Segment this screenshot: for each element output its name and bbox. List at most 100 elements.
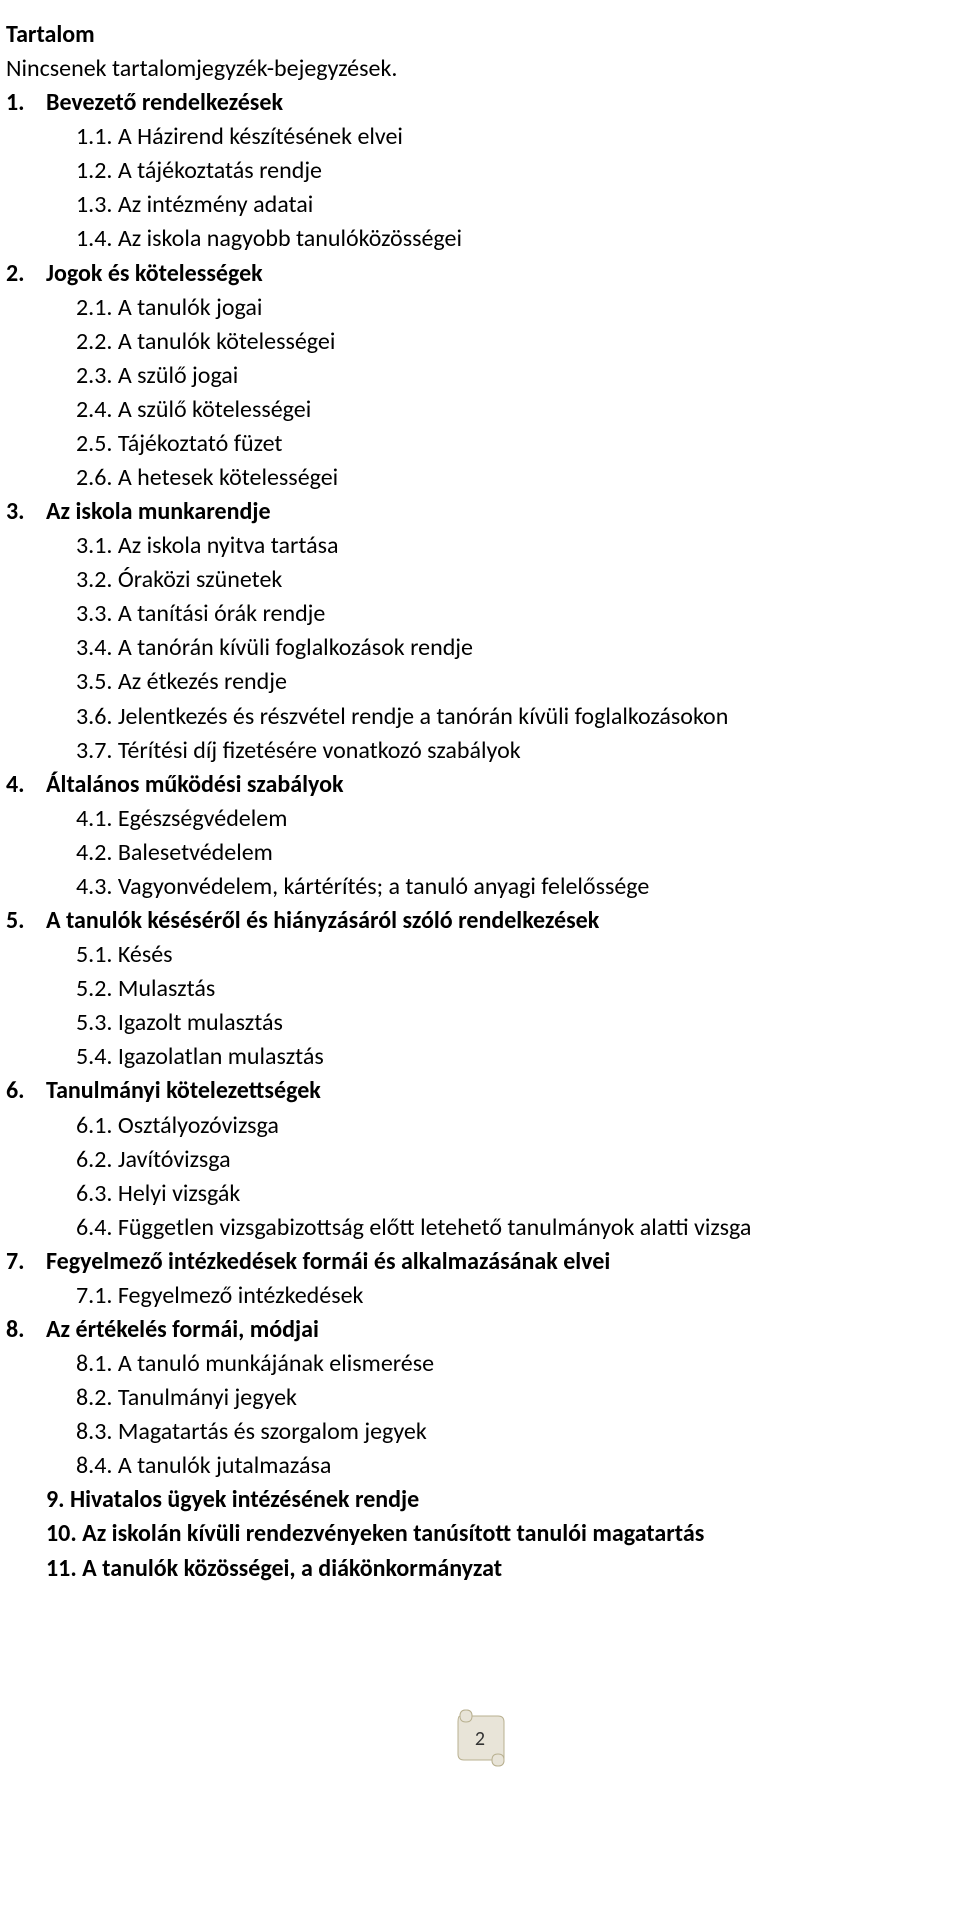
toc-level2: 3.5. Az étkezés rendje (6, 665, 954, 699)
toc-level2: 5.1. Késés (6, 938, 954, 972)
toc-level2: 2.3. A szülő jogai (6, 359, 954, 393)
toc-level2: 6.4. Független vizsgabizottság előtt let… (6, 1211, 954, 1245)
toc-level1: 3.Az iskola munkarendje (6, 495, 954, 529)
toc-subitem: 1.2. A tájékoztatás rendje (76, 156, 322, 185)
toc-item-number: 5. (6, 904, 46, 938)
toc-level2: 6.2. Javítóvizsga (6, 1143, 954, 1177)
toc-level2: 1.3. Az intézmény adatai (6, 188, 954, 222)
toc-item-number: 4. (6, 768, 46, 802)
toc-subitem: 1.4. Az iskola nagyobb tanulóközösségei (76, 224, 462, 253)
toc-level2: 8.4. A tanulók jutalmazása (6, 1449, 954, 1483)
toc-level2: 8.1. A tanuló munkájának elismerése (6, 1347, 954, 1381)
toc-subitem: 2.5. Tájékoztató füzet (76, 429, 282, 458)
toc-level2: 3.7. Térítési díj fizetésére vonatkozó s… (6, 734, 954, 768)
toc-item-title: Az iskola munkarendje (46, 497, 271, 526)
toc-subitem: 6.4. Független vizsgabizottság előtt let… (76, 1213, 751, 1242)
toc-subitem: 3.2. Óraközi szünetek (76, 565, 282, 594)
page-number: 2 (475, 1721, 485, 1753)
toc-level1: 7.Fegyelmező intézkedések formái és alka… (6, 1245, 954, 1279)
toc-subitem: 5.2. Mulasztás (76, 974, 215, 1003)
document-page: Tartalom Nincsenek tartalomjegyzék-bejeg… (0, 0, 960, 1790)
toc-subitem: 1.3. Az intézmény adatai (76, 190, 313, 219)
toc-level2: 5.2. Mulasztás (6, 972, 954, 1006)
toc-subitem: 3.3. A tanítási órák rendje (76, 599, 325, 628)
toc-subitem: 8.2. Tanulmányi jegyek (76, 1383, 297, 1412)
toc-subitem: 4.3. Vagyonvédelem, kártérítés; a tanuló… (76, 872, 649, 901)
toc-subitem: 8.1. A tanuló munkájának elismerése (76, 1349, 434, 1378)
toc-item-title: Bevezető rendelkezések (46, 88, 283, 117)
toc-item-title: Fegyelmező intézkedések formái és alkalm… (46, 1247, 610, 1276)
doc-notice: Nincsenek tartalomjegyzék-bejegyzések. (6, 52, 954, 86)
toc-level2: 6.1. Osztályozóvizsga (6, 1109, 954, 1143)
toc-item-number: 6. (6, 1074, 46, 1108)
toc-level2: 1.1. A Házirend készítésének elvei (6, 120, 954, 154)
toc-level2: 3.1. Az iskola nyitva tartása (6, 529, 954, 563)
toc-subitem: 8.3. Magatartás és szorgalom jegyek (76, 1417, 427, 1446)
toc-item-title: Az értékelés formái, módjai (46, 1315, 319, 1344)
toc-level1: 6.Tanulmányi kötelezettségek (6, 1074, 954, 1108)
toc-item-number: 2. (6, 257, 46, 291)
toc-level2: 5.3. Igazolt mulasztás (6, 1006, 954, 1040)
toc-subitem: 2.1. A tanulók jogai (76, 293, 262, 322)
toc-item-number: 1. (6, 86, 46, 120)
toc-level2: 1.4. Az iskola nagyobb tanulóközösségei (6, 222, 954, 256)
toc-level2: 2.5. Tájékoztató füzet (6, 427, 954, 461)
toc-subitem: 6.3. Helyi vizsgák (76, 1179, 240, 1208)
toc-level1: 2.Jogok és kötelességek (6, 257, 954, 291)
toc-subitem: 2.3. A szülő jogai (76, 361, 238, 390)
toc-level2: 4.1. Egészségvédelem (6, 802, 954, 836)
toc-level2: 3.4. A tanórán kívüli foglalkozások rend… (6, 631, 954, 665)
toc-subitem: 3.6. Jelentkezés és részvétel rendje a t… (76, 702, 728, 731)
toc-level2: 2.2. A tanulók kötelességei (6, 325, 954, 359)
toc-item: 9. Hivatalos ügyek intézésének rendje (46, 1485, 419, 1514)
toc-item-number: 3. (6, 495, 46, 529)
toc-subitem: 3.5. Az étkezés rendje (76, 667, 287, 696)
toc-level1: 9. Hivatalos ügyek intézésének rendje (6, 1483, 954, 1517)
toc-level2: 8.2. Tanulmányi jegyek (6, 1381, 954, 1415)
toc-level2: 7.1. Fegyelmező intézkedések (6, 1279, 954, 1313)
toc-subitem: 3.4. A tanórán kívüli foglalkozások rend… (76, 633, 473, 662)
toc-item: 11. A tanulók közösségei, a diákönkormán… (46, 1554, 502, 1583)
toc-level2: 4.2. Balesetvédelem (6, 836, 954, 870)
toc-item: 10. Az iskolán kívüli rendezvényeken tan… (46, 1519, 704, 1548)
toc-item-title: A tanulók késéséről és hiányzásáról szól… (46, 906, 599, 935)
toc-subitem: 3.7. Térítési díj fizetésére vonatkozó s… (76, 736, 521, 765)
toc-subitem: 5.3. Igazolt mulasztás (76, 1008, 283, 1037)
toc-level2: 3.2. Óraközi szünetek (6, 563, 954, 597)
page-footer: 2 (6, 1706, 954, 1770)
toc-subitem: 8.4. A tanulók jutalmazása (76, 1451, 331, 1480)
toc-item-title: Általános működési szabályok (46, 770, 344, 799)
toc-level2: 4.3. Vagyonvédelem, kártérítés; a tanuló… (6, 870, 954, 904)
toc-level2: 2.4. A szülő kötelességei (6, 393, 954, 427)
toc-item-title: Tanulmányi kötelezettségek (46, 1076, 321, 1105)
toc-subitem: 5.4. Igazolatlan mulasztás (76, 1042, 324, 1071)
toc-subitem: 6.2. Javítóvizsga (76, 1145, 231, 1174)
toc-level1: 4.Általános működési szabályok (6, 768, 954, 802)
toc-subitem: 3.1. Az iskola nyitva tartása (76, 531, 338, 560)
toc-subitem: 6.1. Osztályozóvizsga (76, 1111, 279, 1140)
toc-level2: 2.6. A hetesek kötelességei (6, 461, 954, 495)
toc-subitem: 5.1. Késés (76, 940, 173, 969)
doc-title: Tartalom (6, 18, 954, 52)
toc-subitem: 4.1. Egészségvédelem (76, 804, 287, 833)
toc-level1: 8.Az értékelés formái, módjai (6, 1313, 954, 1347)
toc-level2: 6.3. Helyi vizsgák (6, 1177, 954, 1211)
toc: 1.Bevezető rendelkezések1.1. A Házirend … (6, 86, 954, 1585)
toc-item-number: 8. (6, 1313, 46, 1347)
toc-item-title: Jogok és kötelességek (46, 259, 263, 288)
toc-item-number: 7. (6, 1245, 46, 1279)
toc-subitem: 4.2. Balesetvédelem (76, 838, 273, 867)
toc-level1: 10. Az iskolán kívüli rendezvényeken tan… (6, 1517, 954, 1551)
toc-level2: 3.3. A tanítási órák rendje (6, 597, 954, 631)
toc-level1: 5.A tanulók késéséről és hiányzásáról sz… (6, 904, 954, 938)
toc-subitem: 7.1. Fegyelmező intézkedések (76, 1281, 363, 1310)
toc-level2: 3.6. Jelentkezés és részvétel rendje a t… (6, 700, 954, 734)
toc-level2: 8.3. Magatartás és szorgalom jegyek (6, 1415, 954, 1449)
toc-level1: 1.Bevezető rendelkezések (6, 86, 954, 120)
toc-level1: 11. A tanulók közösségei, a diákönkormán… (6, 1552, 954, 1586)
toc-subitem: 2.6. A hetesek kötelességei (76, 463, 338, 492)
page-number-badge: 2 (454, 1706, 506, 1770)
toc-subitem: 2.4. A szülő kötelességei (76, 395, 311, 424)
toc-subitem: 2.2. A tanulók kötelességei (76, 327, 335, 356)
toc-level2: 2.1. A tanulók jogai (6, 291, 954, 325)
